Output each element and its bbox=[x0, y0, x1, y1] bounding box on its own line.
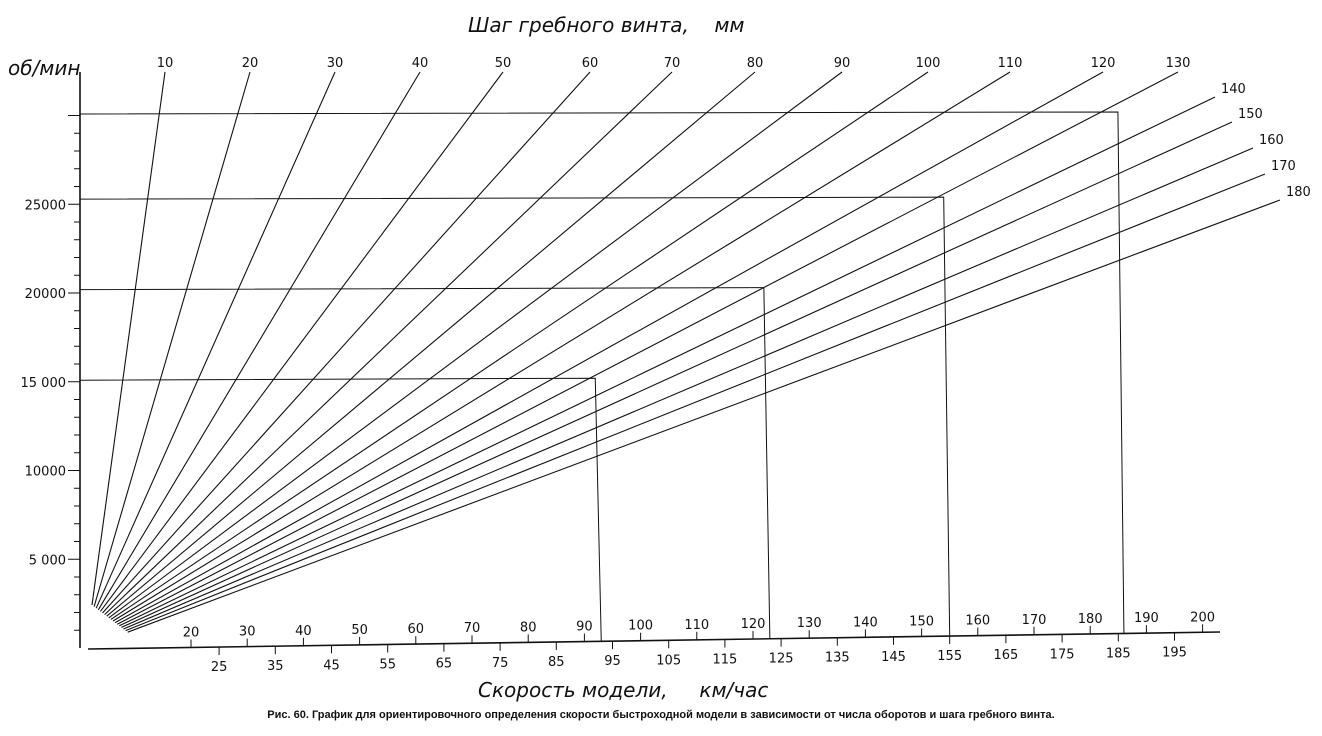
y-tick-label: 15 000 bbox=[21, 376, 67, 391]
x-axis-title: Скорость модели, км/час bbox=[478, 678, 768, 702]
x-axis-line bbox=[87, 631, 1221, 650]
pitch-label: 90 bbox=[834, 56, 851, 71]
pitch-line bbox=[123, 147, 1254, 630]
pitch-line bbox=[112, 71, 1011, 622]
pitch-label: 30 bbox=[327, 56, 344, 71]
x-tick-label-lower: 155 bbox=[937, 649, 962, 664]
x-tick-label-upper: 70 bbox=[464, 621, 481, 636]
pitch-label: 100 bbox=[916, 56, 941, 71]
pitch-label: 80 bbox=[747, 56, 764, 71]
pitch-label: 20 bbox=[242, 56, 259, 71]
example-guides bbox=[79, 111, 1125, 642]
x-tick-label-upper: 50 bbox=[351, 623, 368, 638]
pitch-label: 160 bbox=[1259, 133, 1284, 148]
example-guide bbox=[79, 111, 1125, 634]
pitch-label: 70 bbox=[664, 56, 681, 71]
x-tick-label-upper: 110 bbox=[684, 618, 709, 633]
pitch-line bbox=[99, 71, 504, 612]
chart-title: Шаг гребного винта, мм bbox=[468, 13, 745, 37]
y-axis-title: об/мин bbox=[8, 56, 80, 80]
pitch-label: 60 bbox=[582, 56, 599, 71]
x-tick-label-upper: 150 bbox=[909, 614, 934, 629]
pitch-label: 50 bbox=[495, 56, 512, 71]
y-tick-label: 10000 bbox=[25, 465, 66, 480]
x-tick-label-upper: 130 bbox=[797, 616, 822, 631]
x-tick-label-upper: 60 bbox=[408, 622, 425, 637]
pitch-line bbox=[114, 71, 1104, 624]
pitch-line bbox=[127, 199, 1281, 633]
pitch-line bbox=[108, 71, 843, 619]
x-tick-label-lower: 95 bbox=[604, 654, 621, 669]
x-tick-label-lower: 25 bbox=[211, 660, 228, 675]
ray-origin bbox=[95, 600, 126, 636]
pitch-label: 40 bbox=[412, 56, 429, 71]
pitch-line bbox=[121, 121, 1233, 628]
x-tick-label-upper: 200 bbox=[1190, 610, 1215, 625]
x-tick-label-upper: 80 bbox=[520, 620, 537, 635]
x-tick-label-lower: 185 bbox=[1106, 647, 1131, 662]
pitch-line bbox=[102, 71, 591, 614]
pitch-label: 110 bbox=[998, 56, 1023, 71]
pitch-label: 150 bbox=[1238, 107, 1263, 122]
pitch-line bbox=[95, 71, 336, 609]
pitch-line bbox=[91, 71, 166, 606]
x-tick-label-lower: 45 bbox=[323, 658, 340, 673]
pitch-line bbox=[119, 96, 1216, 627]
x-tick-label-lower: 135 bbox=[825, 651, 850, 666]
x-tick-label-upper: 100 bbox=[628, 619, 653, 634]
example-guide bbox=[79, 377, 602, 642]
pitch-line bbox=[125, 173, 1266, 632]
x-tick-label-lower: 175 bbox=[1050, 647, 1075, 662]
x-tick-label-lower: 145 bbox=[881, 650, 906, 665]
pitch-label: 180 bbox=[1286, 185, 1311, 200]
y-tick-label: 5 000 bbox=[29, 553, 66, 568]
x-tick-label-lower: 165 bbox=[993, 648, 1018, 663]
x-tick-label-upper: 190 bbox=[1134, 611, 1159, 626]
pitch-label: 10 bbox=[157, 56, 174, 71]
example-guide bbox=[79, 196, 951, 637]
figure-caption: Рис. 60. График для ориентировочного опр… bbox=[267, 709, 1055, 721]
x-tick-label-lower: 85 bbox=[548, 655, 565, 670]
pitch-line bbox=[97, 71, 421, 611]
x-tick-label-upper: 120 bbox=[741, 617, 766, 632]
x-tick-label-upper: 20 bbox=[183, 625, 200, 640]
x-tick-label-lower: 75 bbox=[492, 656, 509, 671]
y-tick-label: 25000 bbox=[25, 198, 66, 213]
pitch-line bbox=[116, 71, 1179, 625]
x-tick-label-upper: 30 bbox=[239, 625, 256, 640]
x-tick-label-upper: 140 bbox=[853, 615, 878, 630]
x-tick-label-upper: 170 bbox=[1022, 613, 1047, 628]
pitch-label: 120 bbox=[1091, 56, 1116, 71]
x-axis: 20 30 40 50 60 70 80 90 100 110 120 130 140 150 160 170… bbox=[87, 610, 1221, 675]
x-tick-label-lower: 35 bbox=[267, 659, 284, 674]
y-axis: 5 000 10000 15 000 20000 25000 bbox=[21, 72, 81, 648]
x-tick-label-lower: 195 bbox=[1162, 646, 1187, 661]
x-tick-label-upper: 180 bbox=[1078, 612, 1103, 627]
example-guide bbox=[79, 287, 771, 639]
pitch-lines: 10 20 30 40 50 60 70 80 90 100 110 120 130 140 150 160 1… bbox=[91, 56, 1311, 636]
x-tick-label-upper: 90 bbox=[576, 620, 593, 635]
pitch-label: 130 bbox=[1166, 56, 1191, 71]
pitch-label: 140 bbox=[1221, 82, 1246, 97]
pitch-line bbox=[110, 71, 929, 620]
x-tick-label-lower: 115 bbox=[712, 652, 737, 667]
pitch-line bbox=[106, 71, 756, 617]
pitch-line bbox=[93, 71, 251, 607]
x-tick-label-lower: 65 bbox=[436, 657, 453, 672]
y-tick-label: 20000 bbox=[25, 287, 66, 302]
x-tick-label-upper: 40 bbox=[295, 624, 312, 639]
pitch-label: 170 bbox=[1271, 159, 1296, 174]
x-tick-label-upper: 160 bbox=[965, 614, 990, 629]
x-tick-label-lower: 125 bbox=[769, 652, 794, 667]
x-tick-label-lower: 105 bbox=[656, 653, 681, 668]
pitch-line bbox=[104, 71, 673, 615]
x-tick-label-lower: 55 bbox=[379, 657, 396, 672]
